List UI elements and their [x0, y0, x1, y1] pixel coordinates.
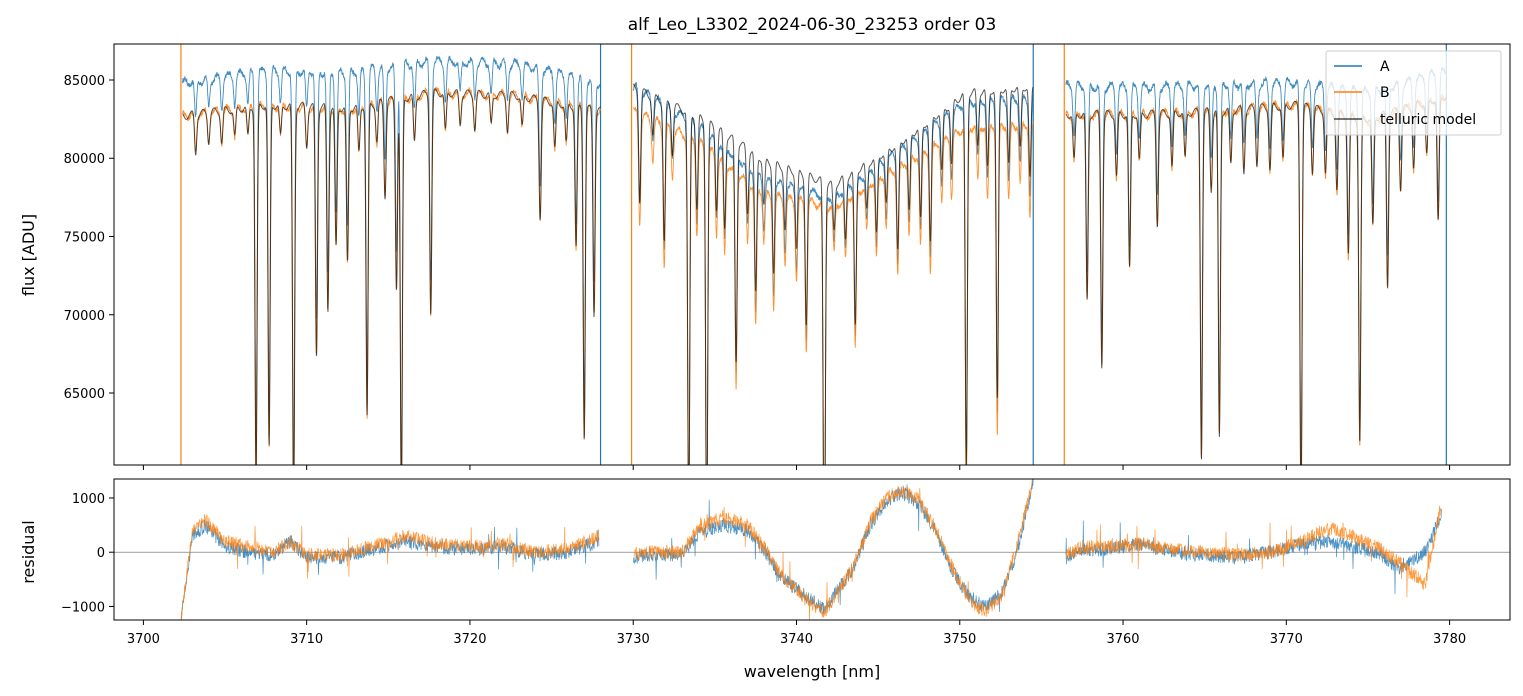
x-tick-label: 3720	[453, 632, 486, 647]
residual-y-tick-label: 0	[97, 546, 105, 561]
legend-label-a: A	[1380, 59, 1390, 75]
x-tick-label: 3700	[127, 632, 160, 647]
flux-y-ticks: 65000 70000 75000 80000 85000	[64, 74, 114, 402]
x-tick-label: 3730	[617, 632, 650, 647]
residual-y-ticks: −1000 0 1000	[61, 492, 114, 615]
flux-panel: 65000 70000 75000 80000 85000 flux [ADU] A B…	[19, 43, 1511, 470]
flux-y-tick-label: 80000	[64, 152, 105, 167]
x-axis-label: wavelength [nm]	[744, 662, 881, 681]
residual-x-ticks: 3700 3710 3720 3730 3740 3750 3760 3770 3780	[127, 620, 1466, 647]
residual-series-b	[180, 513, 600, 620]
legend: A B telluric model	[1325, 50, 1502, 136]
flux-y-tick-label: 65000	[64, 387, 105, 402]
chart-title: alf_Leo_L3302_2024-06-30_23253 order 03	[628, 15, 997, 35]
flux-series-b-segment-2	[632, 106, 1034, 465]
residual-y-tick-label: −1000	[61, 600, 105, 615]
residual-series-group	[114, 479, 1510, 620]
x-tick-label: 3760	[1106, 632, 1139, 647]
legend-label-telluric-model: telluric model	[1380, 112, 1476, 128]
flux-plot-area	[114, 44, 1510, 465]
flux-x-ticks	[142, 465, 1451, 470]
x-tick-label: 3780	[1433, 632, 1466, 647]
residual-series-b3	[1065, 505, 1442, 598]
flux-series-telluric-model-segment-1	[182, 88, 601, 465]
x-tick-label: 3750	[943, 632, 976, 647]
flux-y-tick-label: 75000	[64, 231, 105, 246]
legend-label-b: B	[1380, 85, 1390, 101]
flux-series-a-segment-1	[182, 55, 602, 465]
flux-y-tick-label: 70000	[64, 309, 105, 324]
flux-series-telluric-model-segment-2	[632, 83, 1034, 465]
flux-series-b-segment-1	[182, 86, 601, 465]
residual-axes-frame	[113, 478, 1511, 621]
x-tick-label: 3710	[290, 632, 323, 647]
flux-y-axis-label: flux [ADU]	[19, 214, 38, 296]
residual-plot-area	[114, 479, 1510, 620]
x-tick-label: 3740	[780, 632, 813, 647]
residual-series-b2	[632, 479, 1033, 620]
residual-y-axis-label: residual	[19, 520, 38, 583]
residual-y-tick-label: 1000	[72, 492, 105, 507]
flux-axes-frame	[113, 43, 1511, 466]
legend-box	[1325, 50, 1502, 136]
x-tick-label: 3770	[1270, 632, 1303, 647]
flux-y-tick-label: 85000	[64, 74, 105, 89]
